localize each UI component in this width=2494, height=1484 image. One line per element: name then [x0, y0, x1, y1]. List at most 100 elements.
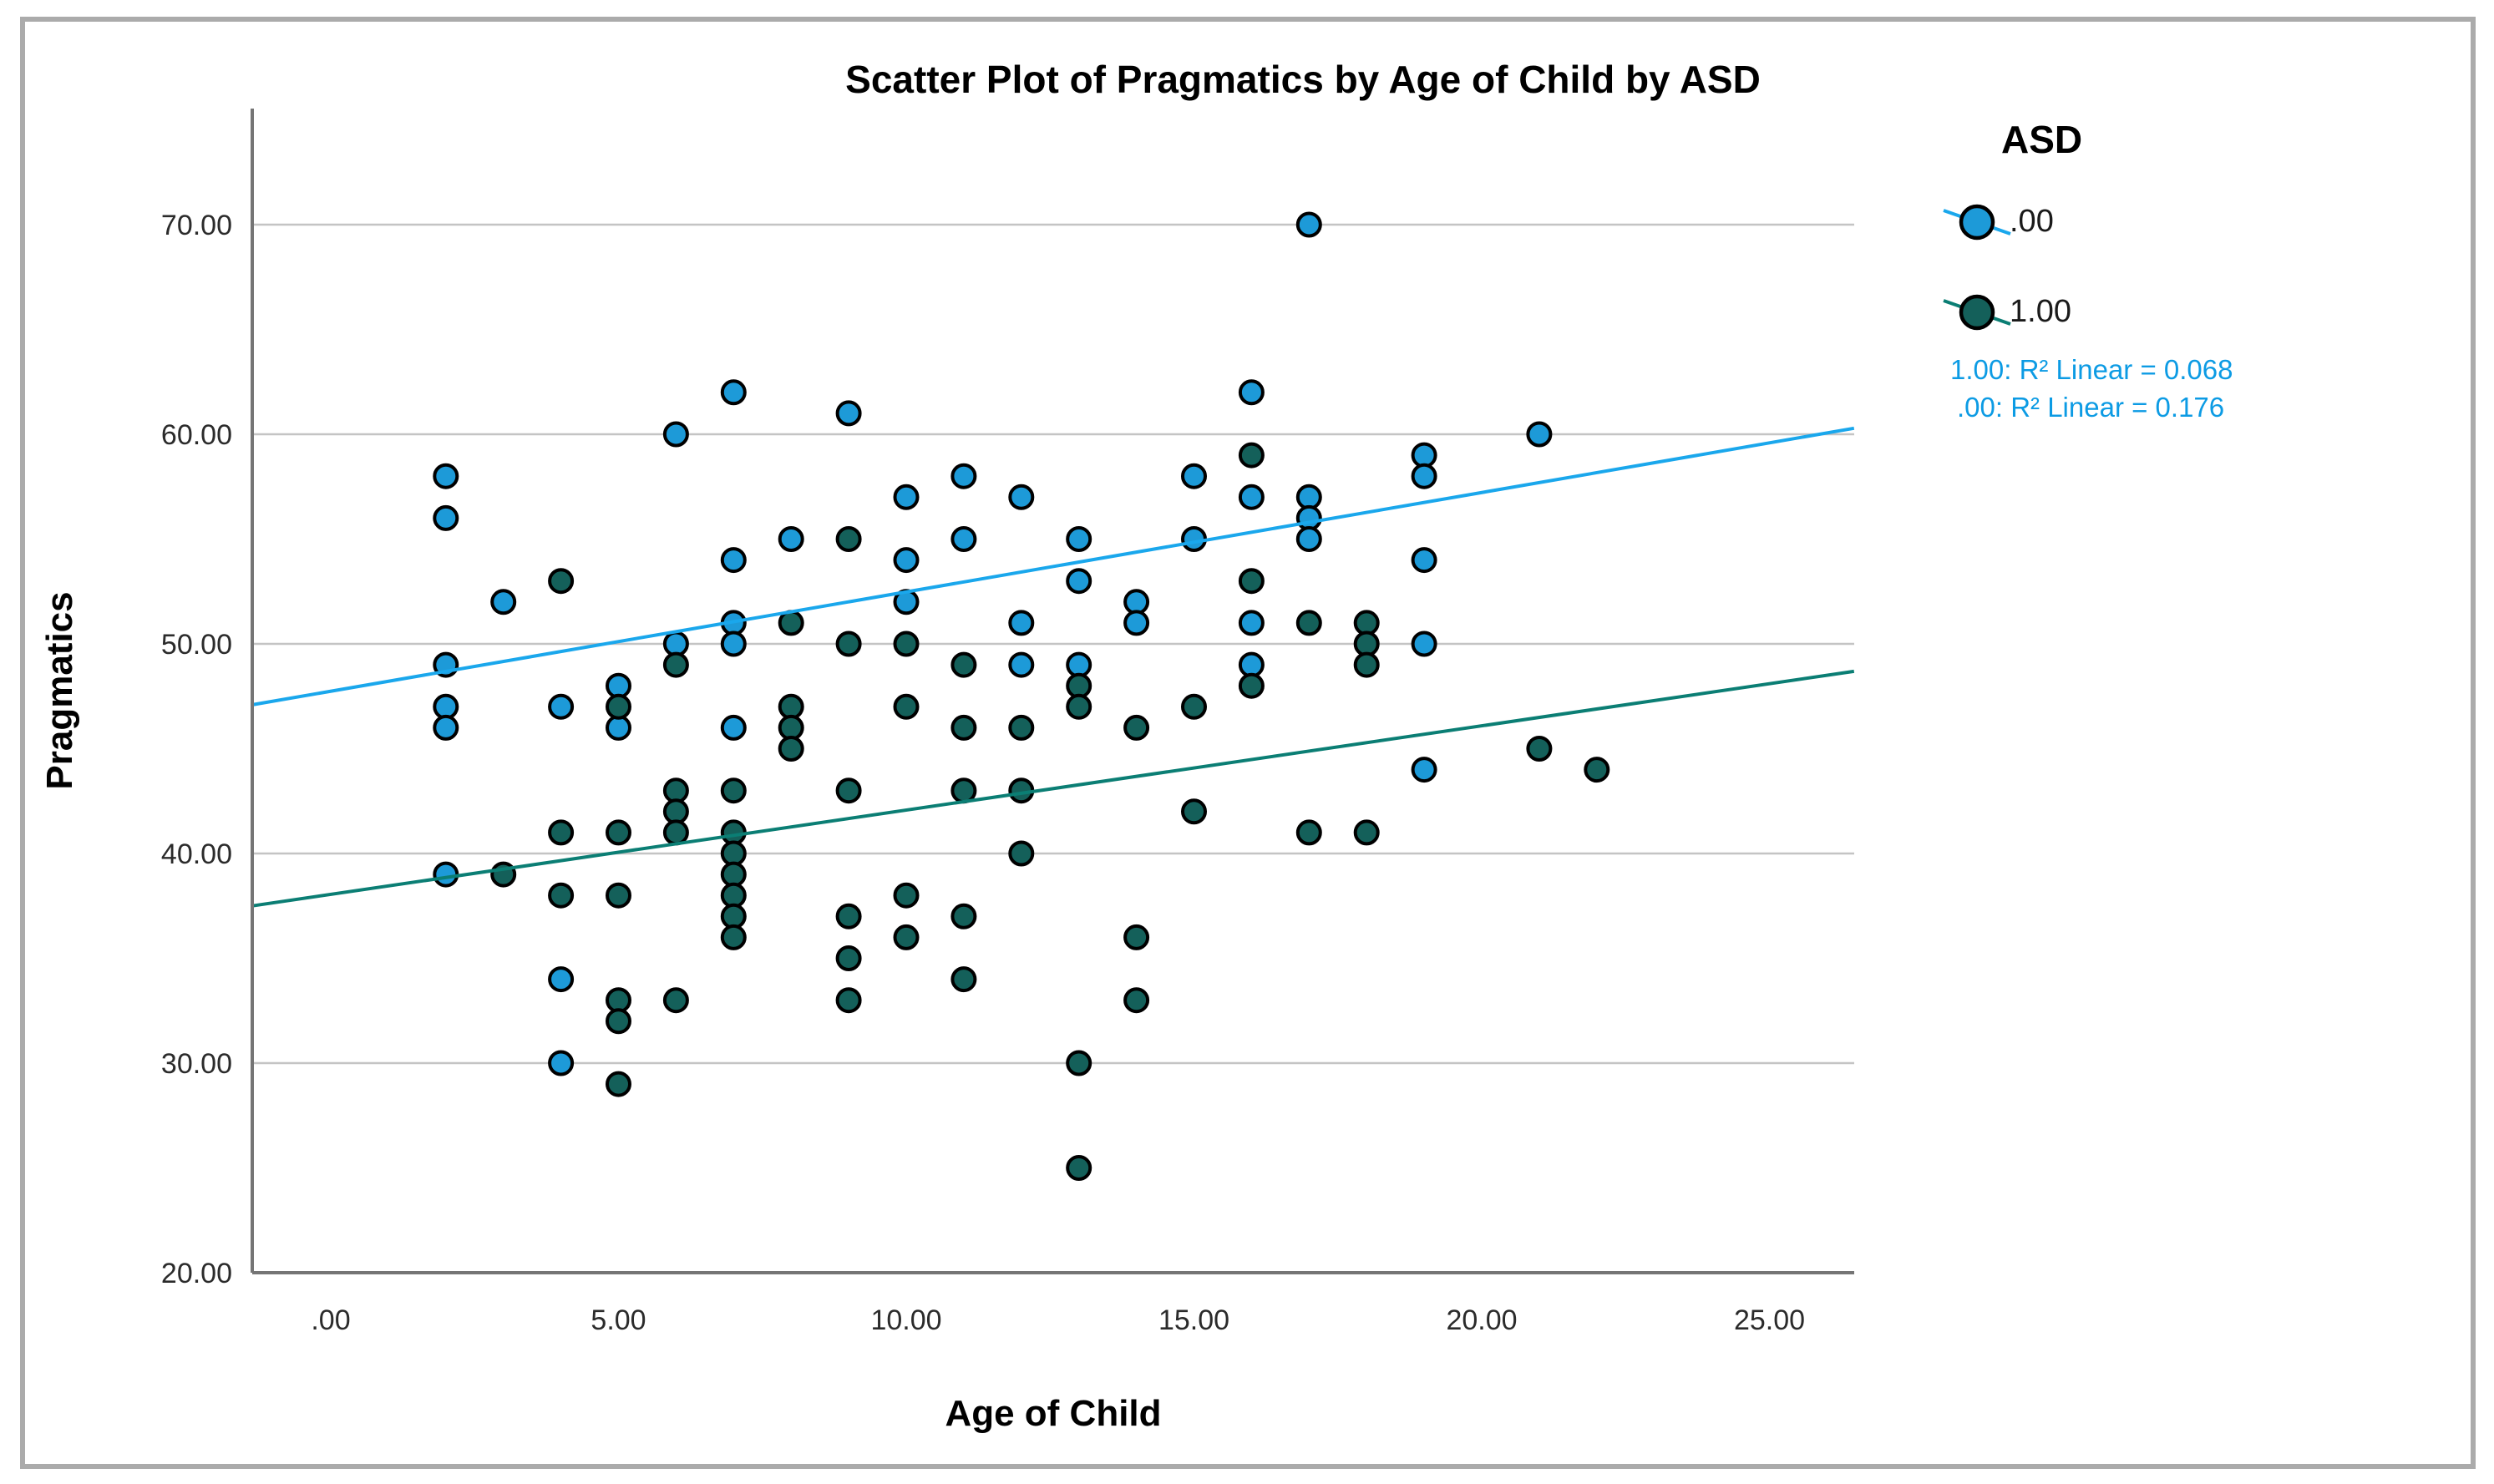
data-point-asd1	[1238, 568, 1265, 595]
data-point-asd1	[720, 924, 747, 950]
data-point-asd0	[433, 693, 459, 720]
x-tick-label-20: 20.00	[1446, 1304, 1517, 1336]
data-point-asd0	[950, 463, 977, 489]
data-point-asd1	[606, 987, 631, 1014]
data-point-asd0	[835, 400, 862, 427]
data-point-asd1	[1238, 442, 1265, 468]
data-point-asd1	[606, 882, 631, 909]
r2-annotation-group1: 1.00: R² Linear = 0.068	[1950, 354, 2233, 385]
data-point-asd1	[1066, 693, 1092, 720]
y-tick-label-60: 60.00	[161, 419, 232, 451]
x-axis-title: Age of Child	[945, 1393, 1162, 1434]
data-point-asd0	[433, 504, 459, 531]
data-point-asd1	[606, 1008, 631, 1035]
trend-line-1	[252, 669, 1855, 908]
data-point-asd0	[1411, 757, 1437, 783]
data-point-asd0	[433, 714, 459, 741]
data-point-asd0	[1526, 421, 1553, 448]
y-tick-label-40: 40.00	[161, 838, 232, 870]
legend-label-asd-1: 1.00	[2010, 294, 2071, 329]
data-point-asd0	[1238, 379, 1265, 406]
data-point-asd1	[548, 819, 575, 846]
data-point-asd1	[1008, 714, 1035, 741]
data-point-asd1	[720, 840, 747, 867]
data-point-asd0	[1238, 610, 1265, 636]
data-point-asd0	[433, 861, 459, 888]
x-tick-label-0: .00	[311, 1304, 350, 1336]
data-point-asd1	[662, 651, 689, 678]
data-point-asd1	[1295, 819, 1322, 846]
data-point-asd0	[893, 547, 920, 574]
data-point-asd0	[606, 714, 631, 741]
data-point-asd1	[950, 903, 977, 929]
data-point-asd1	[1066, 672, 1092, 699]
data-point-asd0	[720, 631, 747, 657]
data-point-asd1	[835, 526, 862, 552]
data-point-asd0	[662, 631, 689, 657]
data-point-asd1	[720, 819, 747, 846]
data-point-asd0	[1066, 526, 1092, 552]
data-point-asd1	[835, 987, 862, 1014]
legend-label-asd-0: .00	[2010, 204, 2054, 239]
data-point-asd0	[1181, 526, 1207, 552]
data-point-asd1	[606, 819, 631, 846]
data-point-asd1	[1181, 798, 1207, 825]
chart-title: Scatter Plot of Pragmatics by Age of Chi…	[845, 58, 1761, 101]
data-point-asd1	[1123, 924, 1150, 950]
data-point-asd0	[1411, 442, 1437, 468]
data-point-asd1	[662, 987, 689, 1014]
legend-marker-circle-0	[1959, 204, 1995, 241]
data-point-asd1	[1353, 631, 1380, 657]
data-point-asd0	[1008, 484, 1035, 510]
data-point-asd1	[1066, 1155, 1092, 1181]
data-point-asd0	[1008, 651, 1035, 678]
data-point-asd1	[1526, 736, 1553, 762]
data-point-asd1	[950, 714, 977, 741]
data-point-asd1	[893, 882, 920, 909]
data-point-asd0	[606, 672, 631, 699]
data-point-asd1	[950, 777, 977, 804]
data-point-asd0	[1295, 504, 1322, 531]
x-tick-label-15: 15.00	[1158, 1304, 1229, 1336]
data-point-asd1	[548, 882, 575, 909]
data-point-asd1	[893, 693, 920, 720]
data-point-asd1	[662, 798, 689, 825]
data-point-asd1	[1584, 757, 1610, 783]
data-point-asd0	[950, 526, 977, 552]
legend-marker-circle-1	[1959, 294, 1995, 331]
data-point-asd1	[606, 693, 631, 720]
data-point-asd0	[548, 966, 575, 993]
data-point-asd1	[893, 631, 920, 657]
data-point-asd0	[720, 379, 747, 406]
data-point-asd0	[1295, 484, 1322, 510]
data-point-asd0	[1238, 484, 1265, 510]
figure-border	[20, 17, 2476, 1469]
data-point-asd1	[1353, 610, 1380, 636]
data-point-asd1	[778, 736, 804, 762]
data-point-asd1	[720, 777, 747, 804]
x-tick-label-5: 5.00	[591, 1304, 646, 1336]
data-point-asd1	[950, 966, 977, 993]
x-tick-label-25: 25.00	[1734, 1304, 1805, 1336]
data-point-asd1	[1238, 672, 1265, 699]
data-point-asd1	[1008, 840, 1035, 867]
data-point-asd0	[893, 484, 920, 510]
data-point-asd0	[1411, 547, 1437, 574]
data-point-asd0	[1066, 568, 1092, 595]
data-point-asd1	[778, 610, 804, 636]
data-point-asd1	[835, 903, 862, 929]
data-point-asd0	[720, 547, 747, 574]
data-point-asd1	[1123, 714, 1150, 741]
data-point-asd0	[1295, 526, 1322, 552]
data-point-asd1	[548, 568, 575, 595]
data-point-asd1	[606, 1071, 631, 1097]
data-point-asd0	[1008, 610, 1035, 636]
data-point-asd1	[1353, 819, 1380, 846]
y-tick-label-70: 70.00	[161, 210, 232, 241]
data-point-asd0	[1295, 211, 1322, 238]
data-point-asd1	[1181, 693, 1207, 720]
data-point-asd0	[433, 463, 459, 489]
data-point-asd1	[1123, 987, 1150, 1014]
data-point-asd0	[1411, 463, 1437, 489]
